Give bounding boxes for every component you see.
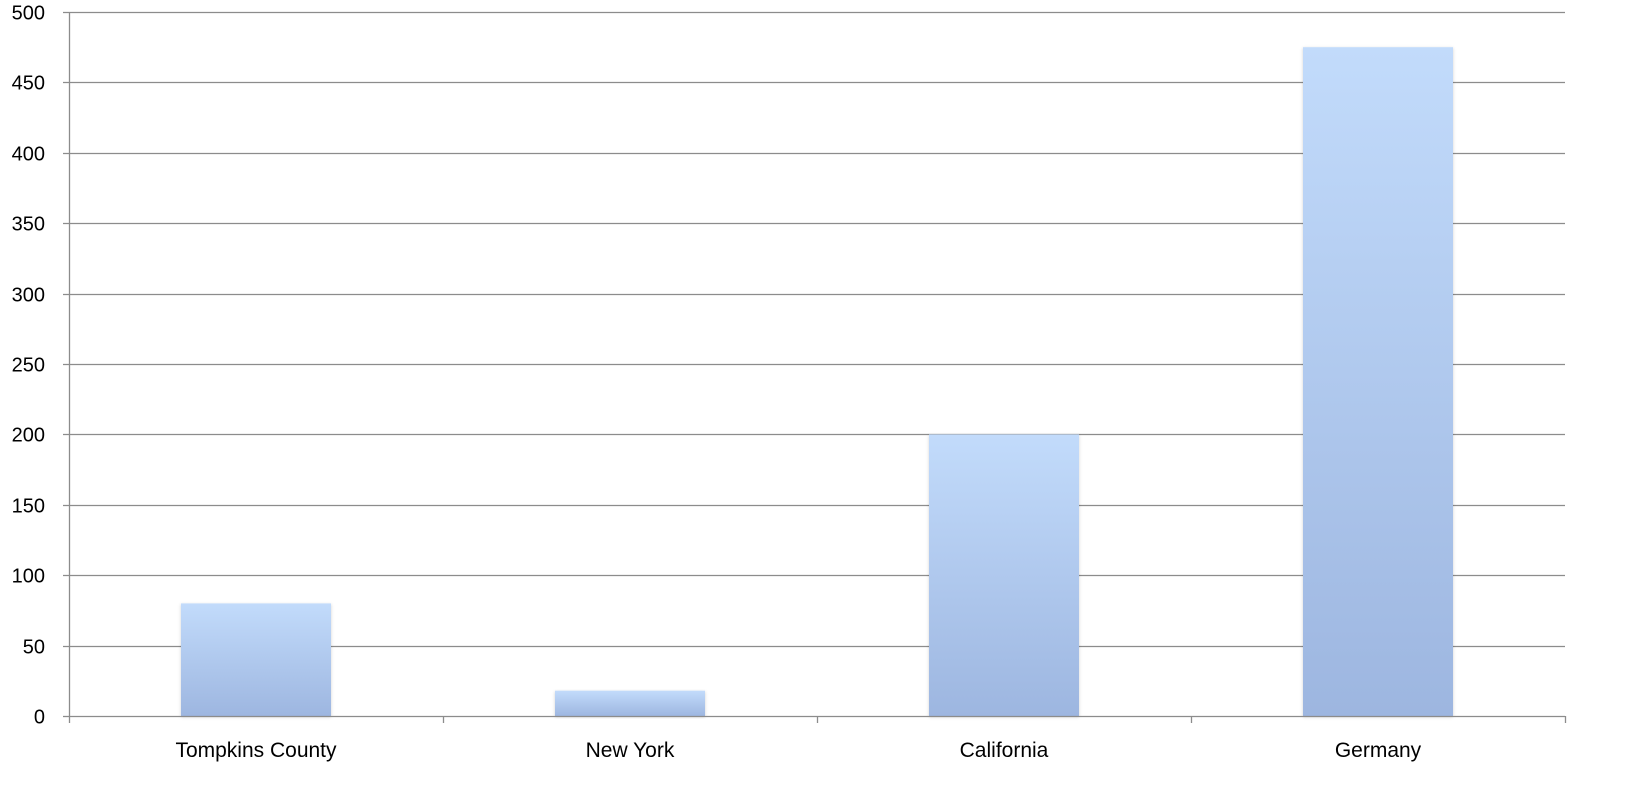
y-tick-label: 450 xyxy=(12,73,45,95)
y-tick-label: 250 xyxy=(12,355,45,377)
y-tick-label: 100 xyxy=(12,566,45,588)
y-tick-label: 350 xyxy=(12,214,45,236)
x-tick-label: California xyxy=(960,739,1049,762)
x-tick-label: Germany xyxy=(1335,739,1422,762)
y-tick-label: 300 xyxy=(12,285,45,307)
bar xyxy=(181,603,331,716)
x-tick-label: Tompkins County xyxy=(175,739,337,762)
y-tick-label: 0 xyxy=(34,707,45,729)
x-tick-label: New York xyxy=(586,739,675,762)
labels: 0 50 100 150 200 250 300 350 400 450 500 Tompkins C… xyxy=(12,3,1422,763)
y-tick-label: 150 xyxy=(12,496,45,518)
bar xyxy=(1303,47,1453,716)
y-tick-label: 50 xyxy=(23,637,45,659)
bar xyxy=(929,434,1079,716)
y-tick-label: 400 xyxy=(12,144,45,166)
y-tick-label: 500 xyxy=(12,3,45,25)
y-tick-label: 200 xyxy=(12,425,45,447)
axes xyxy=(63,12,1567,723)
gridlines xyxy=(63,11,1565,648)
bar xyxy=(555,690,705,716)
bars xyxy=(181,47,1453,716)
